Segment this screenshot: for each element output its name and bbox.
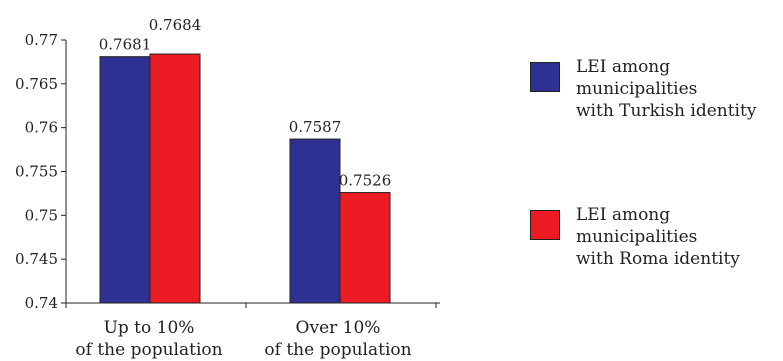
bar-roma-0	[149, 53, 201, 304]
data-label: 0.7684	[149, 16, 202, 34]
data-label: 0.7587	[289, 118, 342, 136]
y-tick-label: 0.77	[25, 31, 58, 49]
legend-label-roma-line-3: with Roma identity	[576, 249, 740, 269]
legend-swatch-roma	[530, 210, 560, 240]
x-category-label: of the population	[264, 340, 411, 360]
data-label: 0.7526	[339, 172, 392, 190]
data-label: 0.7681	[99, 36, 152, 54]
x-category-label: Over 10%	[296, 318, 381, 338]
legend-label-turkish-line-2: municipalities	[576, 79, 698, 99]
legend-swatch-turkish	[530, 62, 560, 92]
y-tick-label: 0.75	[25, 206, 58, 224]
bar-turkish-1	[289, 138, 341, 304]
y-tick-label: 0.755	[15, 163, 58, 181]
legend-label-turkish-line-1: LEI among	[576, 57, 671, 77]
legend-label-roma-line-1: LEI among	[576, 205, 671, 225]
legend-label-roma-line-2: municipalities	[576, 227, 698, 247]
legend-label-roma: LEI among municipalities with Roma ident…	[576, 204, 782, 270]
y-tick-label: 0.745	[15, 250, 58, 268]
x-category-label: Up to 10%	[104, 318, 195, 338]
bars: 0.7681 0.7684 0.7587 0.7526	[99, 16, 392, 304]
legend-label-turkish: LEI among municipalities with Turkish id…	[576, 56, 782, 122]
y-tick-label: 0.76	[25, 119, 58, 137]
x-category-label: of the population	[75, 340, 222, 360]
y-tick-label: 0.765	[15, 75, 58, 93]
bar-turkish-0	[99, 56, 151, 304]
y-axis: 0.77 0.765 0.76 0.755 0.75 0.745 0.74	[15, 31, 67, 312]
legend-label-turkish-line-3: with Turkish identity	[576, 101, 757, 121]
y-tick-label: 0.74	[25, 294, 58, 312]
bar-roma-1	[339, 192, 391, 304]
